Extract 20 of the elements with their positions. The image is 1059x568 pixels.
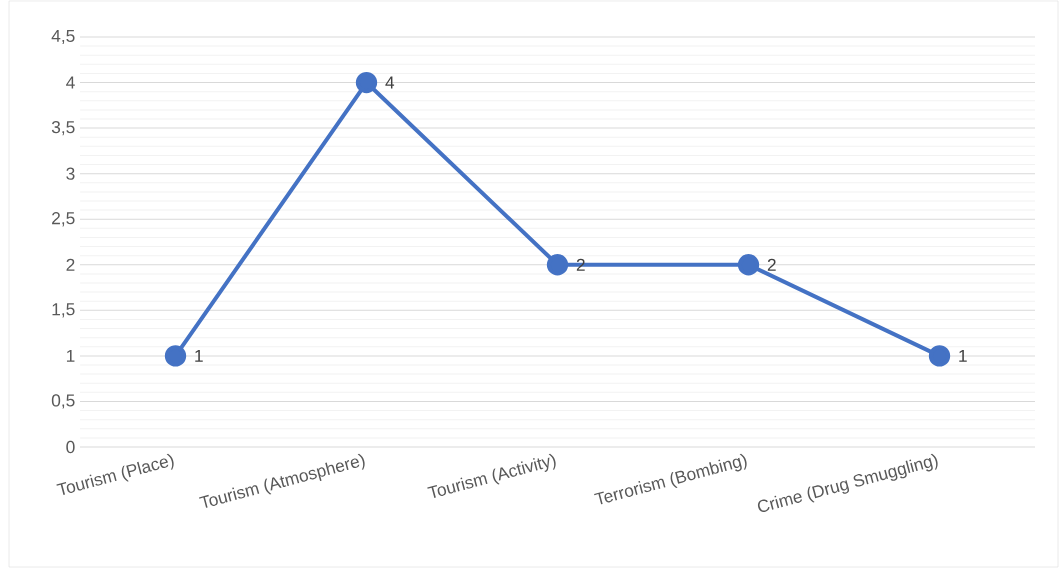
- data-label: 4: [385, 76, 395, 89]
- y-tick-label: 1,5: [52, 303, 75, 318]
- x-tick-label: Tourism (Place): [56, 453, 174, 495]
- y-tick-label: 3: [66, 167, 75, 180]
- y-tick-label: 0: [66, 440, 75, 454]
- y-tick-label: 0,5: [51, 394, 75, 409]
- data-label: 1: [195, 349, 203, 362]
- point: [546, 254, 569, 276]
- point: [928, 345, 951, 367]
- y-tick-label: 1: [66, 349, 75, 362]
- data-label: 2: [767, 258, 776, 271]
- point: [355, 71, 378, 94]
- y-tick-label: 2: [66, 258, 75, 271]
- y-tick-label: 4: [66, 76, 75, 89]
- point: [737, 254, 760, 276]
- data-label: 1: [959, 349, 967, 362]
- y-tick-label: 2,5: [52, 212, 75, 227]
- y-tick-label: 4,5: [51, 29, 75, 45]
- y-tick-label: 3,5: [51, 120, 75, 136]
- point: [164, 345, 187, 367]
